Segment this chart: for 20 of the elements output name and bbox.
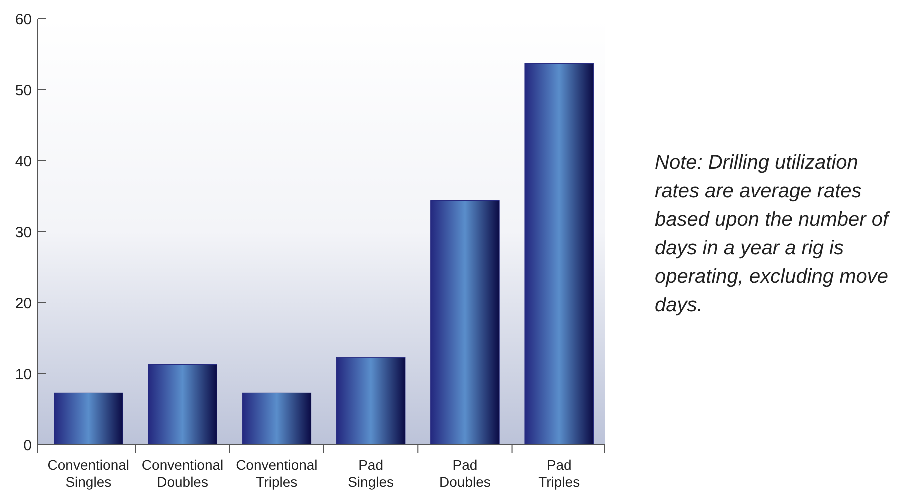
x-tick-label: Conventional Singles [48, 457, 130, 490]
y-tick-label: 60 [15, 11, 32, 28]
y-tick-label: 50 [15, 82, 32, 100]
bar [242, 392, 312, 446]
x-tick-label: Conventional Doubles [142, 457, 224, 490]
bar [148, 364, 218, 446]
y-tick-label: 40 [15, 153, 32, 170]
x-tick-label: Pad Triples [538, 457, 580, 490]
y-tick-label: 30 [15, 224, 32, 242]
bar [430, 200, 500, 446]
x-tick-label: Pad Doubles [440, 457, 491, 490]
bar [54, 392, 124, 446]
x-tick-label: Conventional Triples [236, 457, 318, 490]
x-tick-label: Pad Singles [348, 457, 394, 490]
bar [336, 357, 406, 446]
y-tick-label: 0 [24, 437, 32, 454]
y-tick-label: 10 [15, 366, 32, 384]
text: Note: Drilling utilization rates are average rates based upon the number of days in a year a rig is operating, excluding move days. [655, 152, 891, 316]
bar [524, 63, 594, 446]
y-tick-label: 20 [15, 295, 32, 312]
